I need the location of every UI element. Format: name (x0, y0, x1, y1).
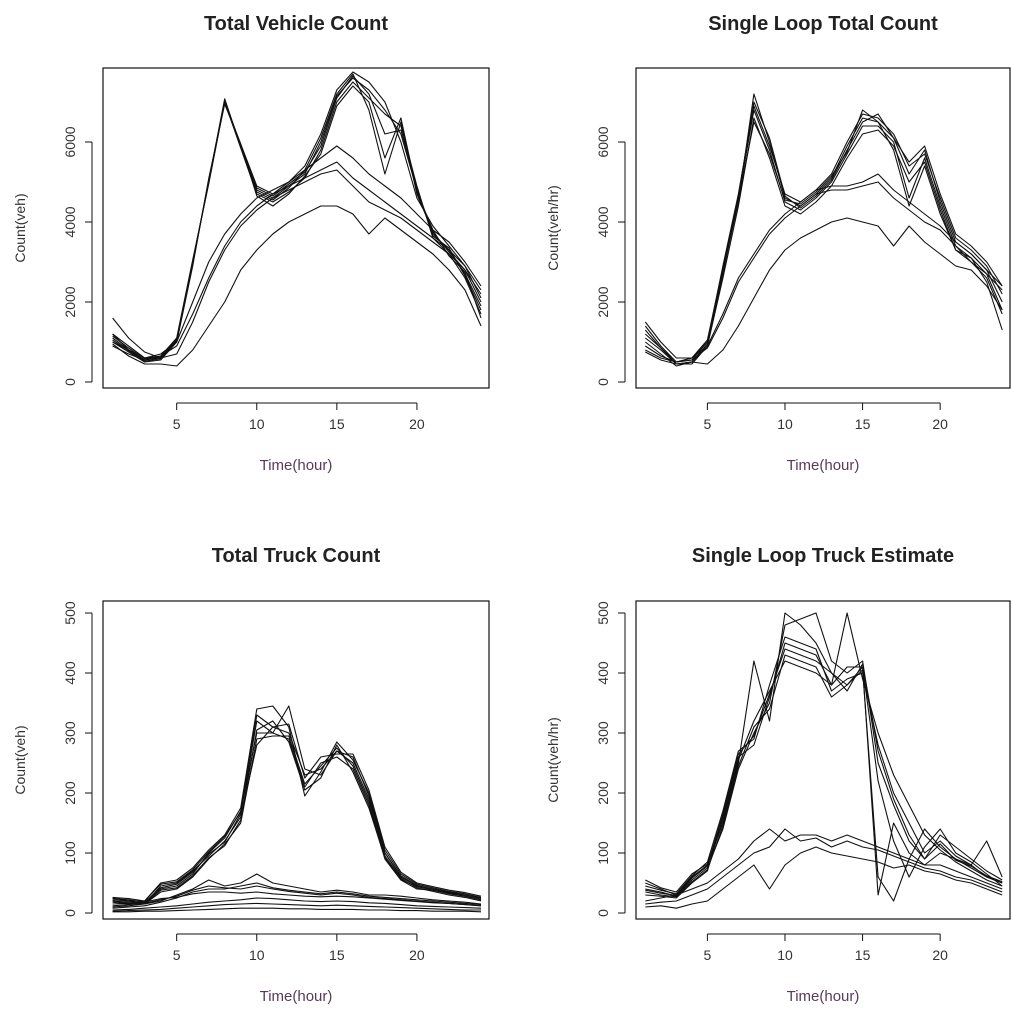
y-tick-label: 0 (595, 909, 611, 917)
series-line-6 (645, 612, 1003, 893)
chart-panel-1: Total Vehicle Count 5 10 15 20 Time(hour) 0 200… (12, 13, 490, 474)
chart-title: Single Loop Total Count (708, 13, 938, 35)
series-line-14 (112, 907, 482, 913)
series-line-6 (644, 109, 1003, 365)
series-line-10 (112, 885, 482, 907)
y-tick-label: 2000 (595, 286, 611, 317)
y-tick-label: 400 (62, 661, 78, 685)
series-line-7 (112, 714, 482, 902)
series-line-8 (112, 873, 482, 908)
series-line-8 (645, 828, 1003, 902)
y-tick-label: 500 (595, 601, 611, 625)
plot-frame (102, 600, 490, 920)
x-tick-label: 15 (855, 947, 871, 963)
x-tick-label: 5 (173, 416, 181, 432)
x-tick-label: 20 (932, 947, 948, 963)
series-line-7 (112, 145, 482, 359)
series-line-12 (112, 897, 482, 911)
y-tick-label: 300 (62, 721, 78, 745)
series-line-5 (112, 705, 482, 903)
x-tick-label: 10 (777, 947, 793, 963)
series-line-9 (645, 217, 1003, 365)
series-line-13 (112, 902, 481, 912)
series-line-9 (645, 828, 1003, 905)
series-line-6 (112, 85, 482, 359)
series-line-11 (112, 891, 482, 907)
x-tick-label: 15 (329, 416, 345, 432)
series-line-2 (644, 109, 1003, 365)
x-tick-label: 10 (777, 416, 793, 432)
chart-title: Total Vehicle Count (204, 13, 388, 35)
series-line-10 (112, 205, 482, 367)
x-axis-label: Time(hour) (787, 457, 860, 474)
series-line-7 (645, 173, 1003, 363)
x-axis-label: Time(hour) (260, 988, 333, 1005)
x-tick-label: 10 (249, 416, 265, 432)
y-tick-label: 4000 (595, 206, 611, 237)
y-axis-label: Count(veh/hr) (545, 717, 561, 803)
y-tick-label: 2000 (62, 286, 78, 317)
x-tick-label: 20 (932, 416, 948, 432)
series-line-2 (645, 612, 1003, 897)
series-line-3 (112, 71, 482, 359)
series-line-10 (645, 846, 1003, 909)
series-line-4 (644, 117, 1003, 367)
x-axis-label: Time(hour) (787, 988, 860, 1005)
chart-panel-2: Single Loop Total Count 5 10 15 20 Time(hour)… (545, 13, 1011, 474)
series-line-7 (645, 648, 1003, 897)
chart-title: Single Loop Truck Estimate (692, 545, 954, 567)
y-tick-label: 100 (62, 841, 78, 865)
y-tick-label: 0 (62, 909, 78, 917)
series-line-4 (645, 636, 1003, 895)
series-line-9 (112, 882, 482, 909)
series-line-3 (644, 105, 1003, 363)
y-tick-label: 200 (62, 781, 78, 805)
x-tick-label: 10 (249, 947, 265, 963)
x-tick-label: 20 (409, 416, 425, 432)
y-axis-label: Count(veh/hr) (545, 185, 561, 271)
plot-frame (102, 67, 490, 389)
plot-frame (635, 67, 1011, 389)
y-tick-label: 100 (595, 841, 611, 865)
y-axis-label: Count(veh) (12, 725, 28, 794)
y-tick-label: 6000 (62, 126, 78, 157)
series-line-8 (112, 161, 482, 361)
series-line-8 (645, 181, 1003, 363)
series-line-1 (112, 726, 482, 905)
y-tick-label: 200 (595, 781, 611, 805)
x-tick-label: 15 (329, 947, 345, 963)
x-tick-label: 5 (703, 416, 711, 432)
series-line-5 (645, 654, 1003, 902)
y-tick-label: 4000 (62, 206, 78, 237)
series-line-1 (645, 612, 1003, 896)
series-line-2 (112, 81, 482, 363)
series-line-3 (112, 705, 482, 902)
series-line-5 (112, 75, 482, 360)
series-line-1 (112, 77, 482, 361)
x-tick-label: 5 (173, 947, 181, 963)
y-tick-label: 400 (595, 661, 611, 685)
chart-panel-4: Single Loop Truck Estimate 5 10 15 20 Time(ho… (545, 545, 1011, 1005)
x-axis-label: Time(hour) (260, 457, 333, 474)
series-line-9 (112, 169, 482, 359)
plot-frame (635, 600, 1011, 920)
series-line-5 (644, 101, 1003, 359)
y-axis-label: Count(veh) (12, 193, 28, 262)
y-tick-label: 0 (62, 378, 78, 386)
y-tick-label: 6000 (595, 126, 611, 157)
series-line-6 (112, 720, 482, 904)
series-line-4 (112, 735, 482, 905)
y-tick-label: 0 (595, 378, 611, 386)
x-tick-label: 5 (703, 947, 711, 963)
x-tick-label: 20 (409, 947, 425, 963)
x-tick-label: 15 (855, 416, 871, 432)
chart-panel-3: Total Truck Count 5 10 15 20 Time(hour) 0 100 20… (12, 545, 490, 1005)
chart-title: Total Truck Count (212, 545, 381, 567)
y-tick-label: 300 (595, 721, 611, 745)
y-tick-label: 500 (62, 601, 78, 625)
